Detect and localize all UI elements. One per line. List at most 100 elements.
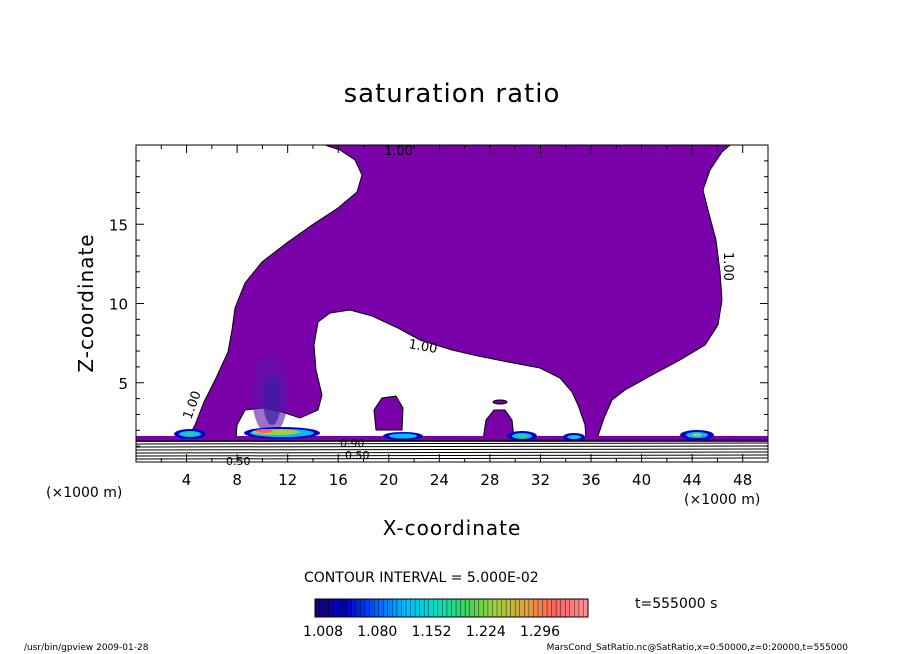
- colorbar-cell: [360, 599, 366, 617]
- saturation-blob: [174, 429, 206, 439]
- colorbar-cell: [460, 599, 466, 617]
- colorbar-cell: [328, 599, 334, 617]
- colorbar-cell: [428, 599, 434, 617]
- colorbar: 1.008 1.080 1.152 1.224 1.296: [303, 598, 589, 640]
- surface-contour-lines: [135, 439, 769, 460]
- colorbar-cell: [442, 599, 448, 617]
- colorbar-cell: [578, 599, 584, 617]
- x-tick-label: 12: [278, 471, 297, 489]
- x-axis-title: X-coordinate: [383, 516, 522, 540]
- contour-label: 0.50: [345, 449, 370, 462]
- x-unit-label-right: (×1000 m): [684, 492, 760, 508]
- colorbar-cell: [333, 599, 339, 617]
- x-tick-label: 4: [182, 471, 192, 489]
- x-tick-label: 32: [531, 471, 550, 489]
- y-tick-label: 15: [109, 216, 128, 234]
- colorbar-cell: [456, 599, 462, 617]
- supersaturated-patch: [373, 395, 404, 431]
- y-axis-title: Z-coordinate: [74, 233, 98, 372]
- saturation-blob: [680, 430, 714, 440]
- colorbar-cell: [510, 599, 516, 617]
- colorbar-cell: [451, 599, 457, 617]
- x-tick-label: 40: [632, 471, 651, 489]
- colorbar-cell: [355, 599, 361, 617]
- colorbar-cell: [542, 599, 548, 617]
- saturation-blob: [244, 427, 320, 439]
- contour-label: 0.90: [340, 437, 365, 450]
- colorbar-cell: [551, 599, 557, 617]
- x-tick-label: 28: [480, 471, 499, 489]
- x-unit-label-left: (×1000 m): [46, 485, 122, 501]
- y-axis: 5 10 15: [109, 160, 768, 447]
- colorbar-cell: [583, 599, 589, 617]
- colorbar-cell: [519, 599, 525, 617]
- colorbar-cell: [446, 599, 452, 617]
- colorbar-cell: [574, 599, 580, 617]
- colorbar-cell: [387, 599, 393, 617]
- colorbar-cell: [378, 599, 384, 617]
- contour-interval-text: CONTOUR INTERVAL = 5.000E-02: [304, 570, 539, 586]
- colorbar-cell: [396, 599, 402, 617]
- colorbar-cell: [515, 599, 521, 617]
- colorbar-cell: [365, 599, 371, 617]
- colorbar-cell: [547, 599, 553, 617]
- colorbar-cell: [374, 599, 380, 617]
- colorbar-cell: [351, 599, 357, 617]
- colorbar-cell: [465, 599, 471, 617]
- colorbar-cell: [415, 599, 421, 617]
- footer-left: /usr/bin/gpview 2009-01-28: [24, 643, 149, 653]
- colorbar-cell: [324, 599, 330, 617]
- plot-area: 1.00 1.00 1.00 1.00 0.90 0.50 0.50: [135, 144, 769, 468]
- saturation-core: [263, 375, 281, 425]
- colorbar-cell: [478, 599, 484, 617]
- colorbar-cell: [569, 599, 575, 617]
- colorbar-cell: [437, 599, 443, 617]
- colorbar-cell: [315, 599, 321, 617]
- colorbar-cell: [337, 599, 343, 617]
- colorbar-tick-label: 1.080: [357, 624, 397, 640]
- colorbar-cell: [487, 599, 493, 617]
- colorbar-tick-label: 1.008: [303, 624, 343, 640]
- colorbar-cell: [319, 599, 325, 617]
- colorbar-cell: [410, 599, 416, 617]
- colorbar-cell: [383, 599, 389, 617]
- supersaturated-region: [187, 144, 732, 441]
- supersaturated-patch: [492, 399, 508, 405]
- colorbar-cells: [314, 599, 589, 617]
- colorbar-cell: [433, 599, 439, 617]
- time-label: t=555000 s: [635, 596, 717, 612]
- colorbar-cell: [492, 599, 498, 617]
- chart-title: saturation ratio: [344, 79, 561, 109]
- colorbar-cell: [501, 599, 507, 617]
- colorbar-tick-label: 1.224: [466, 624, 506, 640]
- colorbar-cell: [497, 599, 503, 617]
- colorbar-cell: [537, 599, 543, 617]
- colorbar-cell: [392, 599, 398, 617]
- colorbar-cell: [474, 599, 480, 617]
- colorbar-frame: [314, 598, 589, 618]
- saturation-blob: [507, 431, 537, 441]
- colorbar-cell: [556, 599, 562, 617]
- colorbar-cell: [342, 599, 348, 617]
- x-tick-label: 16: [329, 471, 348, 489]
- x-tick-label: 8: [232, 471, 242, 489]
- x-tick-label: 36: [581, 471, 600, 489]
- x-tick-label: 20: [379, 471, 398, 489]
- colorbar-cell: [419, 599, 425, 617]
- surface-supersaturated-layer: [136, 436, 768, 442]
- x-tick-label: 48: [733, 471, 752, 489]
- colorbar-cell: [483, 599, 489, 617]
- colorbar-cell: [469, 599, 475, 617]
- y-tick-label: 5: [118, 375, 128, 393]
- colorbar-cell: [560, 599, 566, 617]
- colorbar-cell: [528, 599, 534, 617]
- colorbar-cell: [406, 599, 412, 617]
- colorbar-tick-label: 1.296: [520, 624, 560, 640]
- colorbar-cell: [524, 599, 530, 617]
- saturation-blob: [383, 432, 423, 440]
- colorbar-cell: [346, 599, 352, 617]
- contour-label: 1.00: [720, 252, 735, 281]
- colorbar-cell: [401, 599, 407, 617]
- x-tick-label: 44: [683, 471, 702, 489]
